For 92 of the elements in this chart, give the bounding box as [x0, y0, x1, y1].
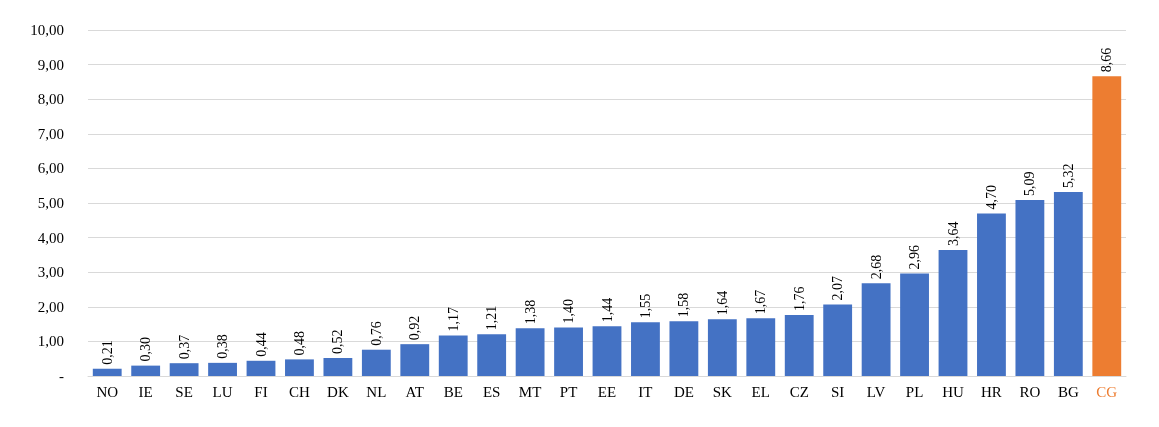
- bar: [707, 319, 737, 376]
- y-tick-label: 6,00: [37, 160, 64, 177]
- x-tick-label: DK: [327, 383, 349, 400]
- bar: [938, 250, 968, 376]
- bar: [631, 322, 660, 376]
- x-tick-label: CH: [289, 383, 311, 400]
- bar: [554, 327, 583, 376]
- data-label: 1,38: [522, 299, 538, 325]
- data-label: 5,09: [1022, 171, 1038, 196]
- y-tick-label: 5,00: [37, 195, 64, 211]
- bar: [285, 359, 314, 376]
- x-tick-label: PT: [559, 383, 578, 400]
- bar: [1053, 191, 1083, 376]
- bar: [669, 321, 699, 376]
- y-tick-label: 9,00: [37, 56, 64, 73]
- data-label: 1,67: [753, 289, 769, 315]
- data-label: 2,07: [830, 275, 846, 301]
- x-tick-label: HR: [981, 383, 1002, 400]
- y-tick-label: 7,00: [37, 125, 64, 142]
- data-label: 0,38: [215, 334, 231, 359]
- data-label: 2,68: [868, 254, 884, 280]
- bar: [169, 363, 199, 376]
- y-tick-label: -: [59, 368, 64, 384]
- bar: [438, 335, 468, 376]
- data-label: 1,40: [561, 299, 577, 324]
- x-tick-label: AT: [405, 383, 424, 400]
- x-tick-label: SK: [712, 383, 733, 400]
- bar: [861, 283, 891, 376]
- x-tick-label: BE: [443, 383, 463, 400]
- data-label: 1,17: [445, 307, 461, 332]
- y-tick-label: 2,00: [37, 298, 64, 315]
- data-label: 1,21: [484, 305, 500, 331]
- data-label: 0,44: [253, 332, 269, 357]
- data-label: 0,52: [330, 329, 346, 355]
- bar: [900, 273, 929, 376]
- x-tick-label: DE: [673, 383, 694, 400]
- y-tick-label: 8,00: [37, 91, 64, 108]
- bar: [246, 360, 276, 376]
- data-label: 0,92: [407, 315, 423, 341]
- data-label: 5,32: [1060, 163, 1076, 188]
- x-tick-label: SE: [175, 383, 193, 400]
- x-tick-label: EE: [597, 383, 617, 400]
- data-label: 0,37: [176, 334, 192, 360]
- x-tick-label: BG: [1057, 383, 1079, 400]
- bar: [1015, 199, 1045, 376]
- x-tick-label: PL: [905, 383, 924, 400]
- bar: [515, 328, 545, 376]
- x-tick-label: ES: [482, 383, 501, 400]
- bar: [323, 358, 353, 376]
- x-tick-label: HU: [942, 383, 964, 400]
- x-tick-label: CG: [1096, 383, 1118, 400]
- data-label: 1,44: [599, 297, 615, 323]
- bar: [131, 365, 161, 376]
- x-tick-label: MT: [518, 383, 542, 400]
- x-tick-label: LU: [212, 383, 233, 400]
- x-tick-label: IT: [638, 383, 653, 400]
- y-tick-label: 3,00: [37, 264, 64, 281]
- x-tick-label: NO: [96, 383, 119, 400]
- y-tick-label: 10,00: [30, 22, 64, 38]
- data-label: 0,30: [138, 337, 154, 362]
- bar: [592, 326, 622, 376]
- bar: [208, 362, 237, 376]
- bar: [477, 334, 507, 376]
- bar: [92, 368, 122, 376]
- data-label: 0,76: [368, 321, 384, 346]
- x-tick-label: IE: [138, 383, 153, 400]
- data-label: 3,64: [945, 221, 961, 247]
- x-tick-label: FI: [254, 383, 268, 400]
- x-tick-label: SI: [830, 383, 845, 400]
- y-tick-label: 4,00: [37, 229, 64, 246]
- x-tick-label: RO: [1019, 383, 1041, 400]
- data-label: 1,58: [676, 292, 692, 318]
- data-label: 0,21: [99, 340, 115, 365]
- data-label: 1,76: [791, 286, 807, 312]
- bar: [784, 315, 814, 376]
- data-label: 2,96: [907, 245, 923, 270]
- data-label: 8,66: [1099, 47, 1115, 73]
- bar: [361, 349, 391, 376]
- x-tick-label: NL: [366, 383, 387, 400]
- bar: [400, 344, 430, 376]
- x-tick-label: CZ: [789, 383, 809, 400]
- x-tick-label: EL: [751, 383, 770, 400]
- bar: [1092, 76, 1122, 376]
- data-label: 1,55: [637, 293, 653, 319]
- y-tick-label: 1,00: [37, 333, 64, 350]
- bar: [746, 318, 776, 376]
- data-label: 0,48: [291, 330, 307, 356]
- bar: [823, 304, 853, 376]
- data-label: 1,64: [714, 290, 730, 316]
- data-label: 4,70: [983, 184, 999, 210]
- x-tick-label: LV: [866, 383, 886, 400]
- bar: [977, 213, 1006, 376]
